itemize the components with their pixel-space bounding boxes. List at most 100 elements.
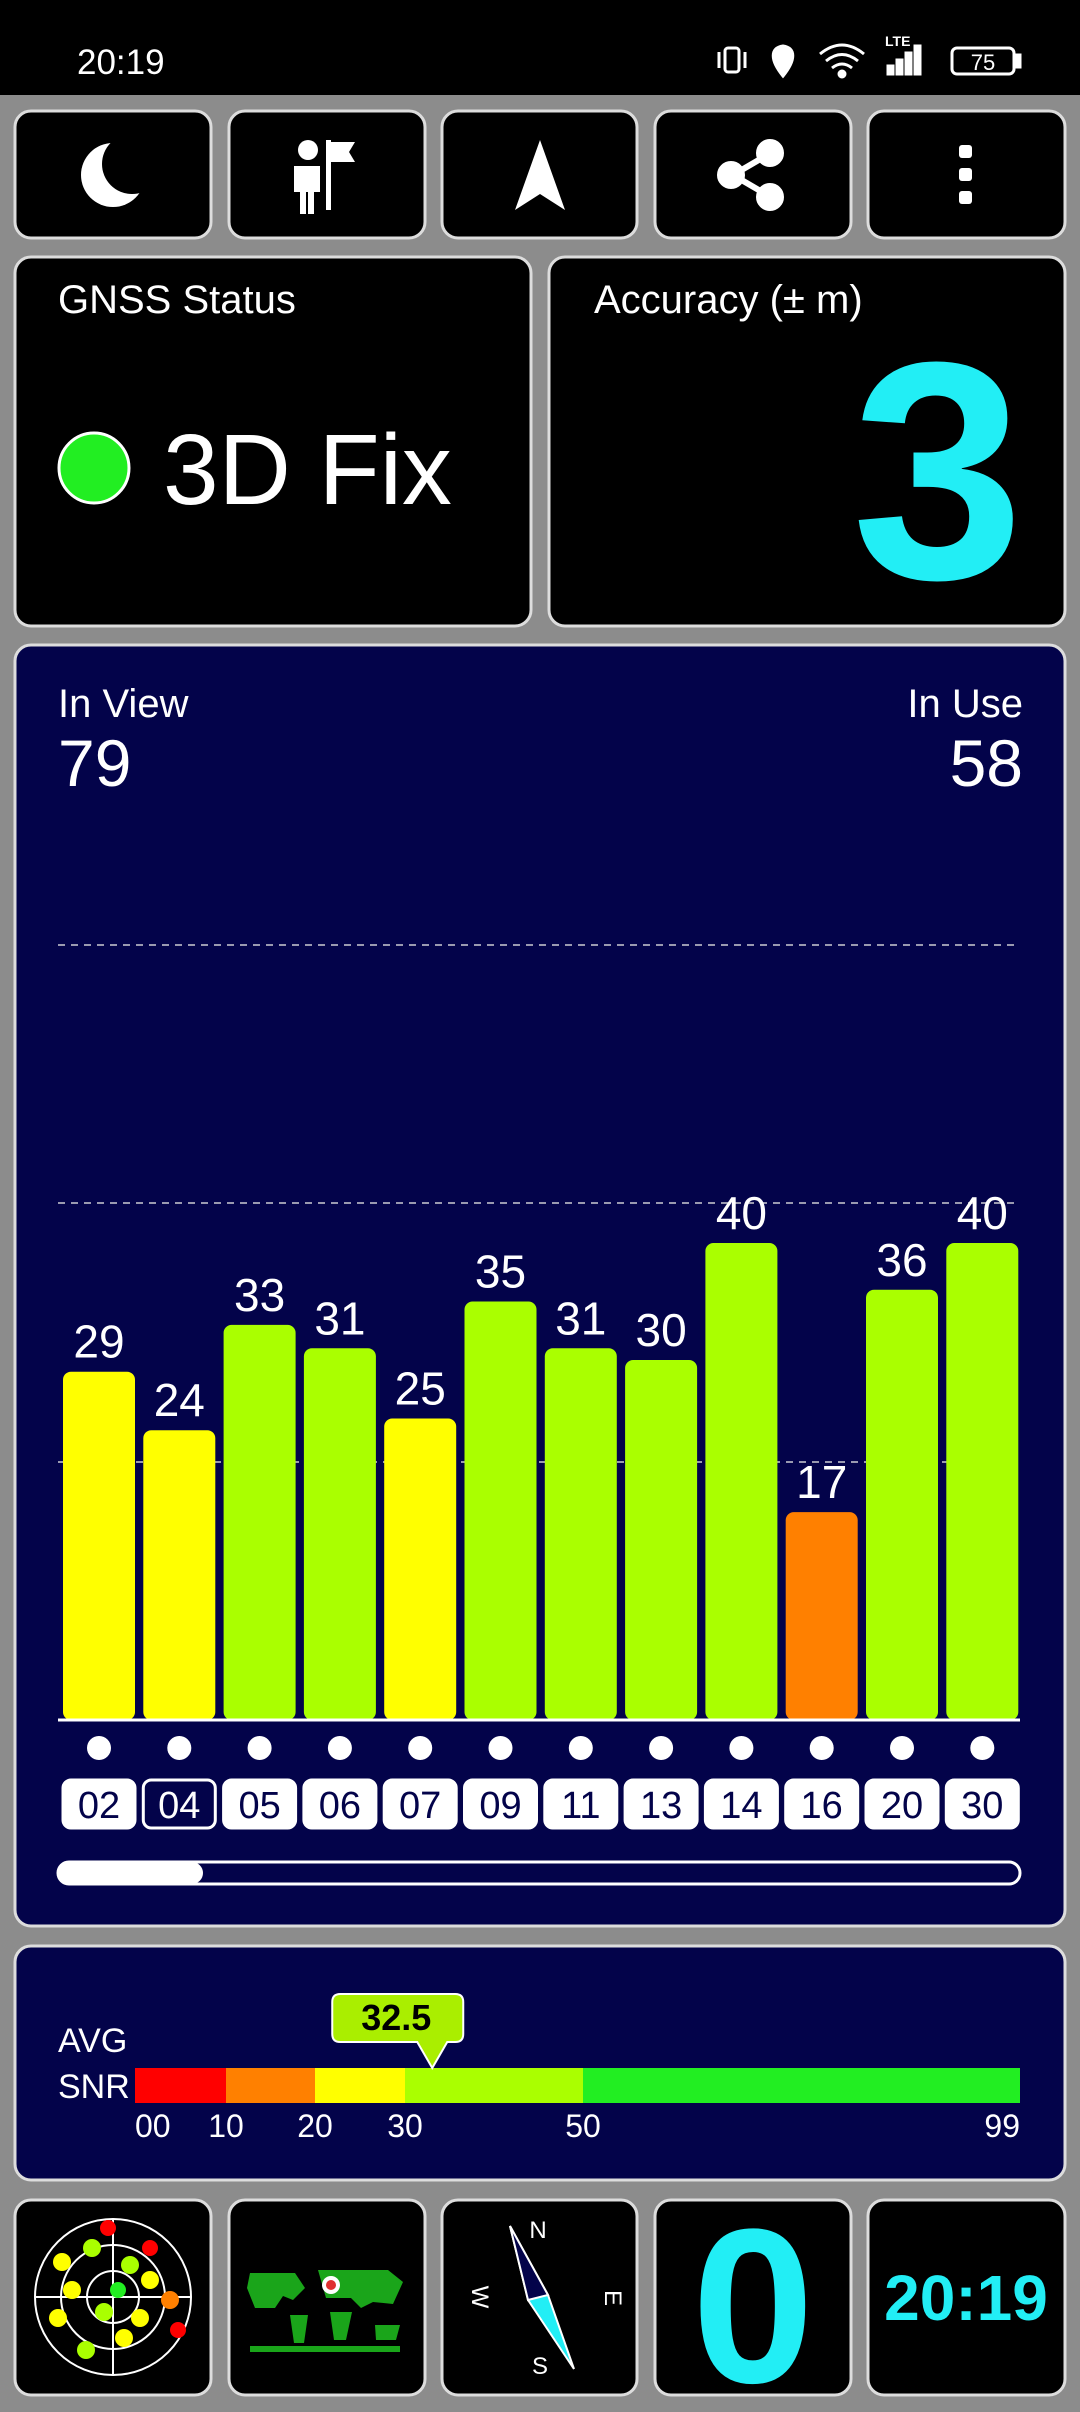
snr-bar: [223, 1324, 296, 1720]
satellite-id-box: [302, 1778, 378, 1830]
snr-scale: 00 10 20 30 50 99 32.5: [135, 1993, 1020, 2144]
fix-indicator: [57, 431, 131, 505]
snr-value: 31: [314, 1292, 365, 1344]
used-indicator: [408, 1736, 433, 1760]
moon-icon: [102, 134, 162, 194]
scale-label: 30: [387, 2108, 423, 2144]
snr-value: 25: [395, 1363, 446, 1415]
avg-marker: [331, 1993, 465, 2071]
world-map: [247, 2270, 403, 2352]
share-button[interactable]: [653, 109, 853, 240]
snr-bar: [785, 1512, 858, 1720]
in-use-count: 58: [950, 726, 1023, 800]
satellite-id-box: [864, 1778, 940, 1830]
person-flag-icon: [294, 140, 355, 214]
scale-segment: [405, 2068, 583, 2103]
used-indicator: [729, 1736, 754, 1760]
scale-segment: [583, 2068, 1020, 2103]
satellite-id: 13: [640, 1785, 682, 1827]
satellite-id: 04: [158, 1785, 200, 1827]
satellite-id-box: [382, 1778, 458, 1830]
snr-bar: [625, 1360, 698, 1720]
snr-value: 35: [475, 1246, 526, 1298]
compass-east: E: [599, 2290, 626, 2306]
clock-value: 20:19: [884, 2262, 1048, 2334]
menu-icon: [959, 145, 972, 204]
scale-label: 00: [135, 2108, 171, 2144]
speed-value: 0: [692, 2183, 814, 2412]
status-icons: [717, 43, 1022, 79]
used-indicator: [167, 1736, 192, 1760]
satellite-id: 02: [78, 1785, 120, 1827]
snr-bar: [303, 1348, 376, 1720]
used-indicator: [488, 1736, 513, 1760]
scale-label: 99: [984, 2108, 1020, 2144]
guide-lines: [58, 944, 1015, 1463]
snr-bar: [946, 1243, 1019, 1720]
snr-value: 17: [796, 1456, 847, 1508]
snr-value: 31: [555, 1292, 606, 1344]
used-indicator: [970, 1736, 995, 1760]
gnss-status-label: GNSS Status: [58, 278, 296, 322]
fix-status: 3D Fix: [163, 414, 452, 526]
used-indicator: [327, 1736, 352, 1760]
satellite-id: 11: [561, 1785, 600, 1827]
compass-needle-north: [509, 2225, 550, 2302]
scale-label: 50: [565, 2108, 601, 2144]
bottom-tiles: N E S W 0 20:19: [13, 2183, 1067, 2412]
speed-tile[interactable]: [653, 2198, 853, 2397]
avg-label: AVG: [58, 2022, 127, 2060]
snr-bars: 29 02 24 04 33 05 31 06 25 07 35 09 31 11 30 13 40 14 17 16…: [61, 1187, 1020, 1830]
avg-snr-panel: [13, 1944, 1067, 2182]
used-indicator: [87, 1736, 111, 1760]
location-marker: [326, 2280, 336, 2290]
satellite-id-box: [784, 1778, 860, 1830]
satellite-id: 07: [399, 1785, 441, 1827]
used-indicator: [649, 1736, 674, 1760]
satellite-id-box: [623, 1778, 699, 1830]
snr-value: 24: [154, 1374, 205, 1426]
scale-segment: [315, 2068, 405, 2103]
clock-tile[interactable]: [866, 2198, 1067, 2397]
scale-label: 10: [208, 2108, 244, 2144]
satellite-id-box: [703, 1778, 779, 1830]
compass-south: S: [532, 2353, 548, 2380]
status-bar: [0, 0, 1080, 95]
network-type: LTE: [885, 33, 910, 49]
accuracy-value: 3: [852, 297, 1024, 644]
satellite-id-box: [944, 1778, 1020, 1830]
used-indicator: [890, 1736, 914, 1760]
scale-label: 20: [297, 2108, 333, 2144]
snr-value: 33: [234, 1269, 285, 1321]
status-time: 20:19: [77, 43, 165, 82]
satellite-id: 30: [961, 1785, 1003, 1827]
snr-bar: [544, 1348, 617, 1720]
navigation-icon: [515, 140, 565, 210]
satellite-id-box: [543, 1778, 619, 1830]
satellite-id-box: [61, 1778, 137, 1830]
satellite-id: 16: [801, 1785, 843, 1827]
snr-bar: [143, 1430, 216, 1720]
snr-value: 40: [716, 1187, 767, 1239]
compass-north: N: [529, 2217, 546, 2244]
satellite-id: 05: [238, 1785, 280, 1827]
scrollbar-thumb[interactable]: [58, 1862, 203, 1884]
snr-bar: [63, 1371, 135, 1720]
battery-level: 75: [971, 50, 995, 75]
satellite-id-box: [222, 1778, 298, 1830]
snr-value: 40: [957, 1187, 1008, 1239]
in-view-count: 79: [58, 726, 131, 800]
scale-segment: [135, 2068, 226, 2103]
in-view-label: In View: [58, 682, 189, 726]
snr-bar: [384, 1418, 457, 1720]
accuracy-card: [547, 255, 1067, 628]
in-use-label: In Use: [907, 682, 1023, 726]
compass-west: W: [466, 2286, 493, 2309]
satellite-id: 06: [319, 1785, 361, 1827]
used-indicator: [247, 1736, 272, 1760]
toolbar: [13, 109, 1067, 240]
satellite-id-box: [141, 1778, 217, 1830]
gnss-status-card: [13, 255, 533, 628]
